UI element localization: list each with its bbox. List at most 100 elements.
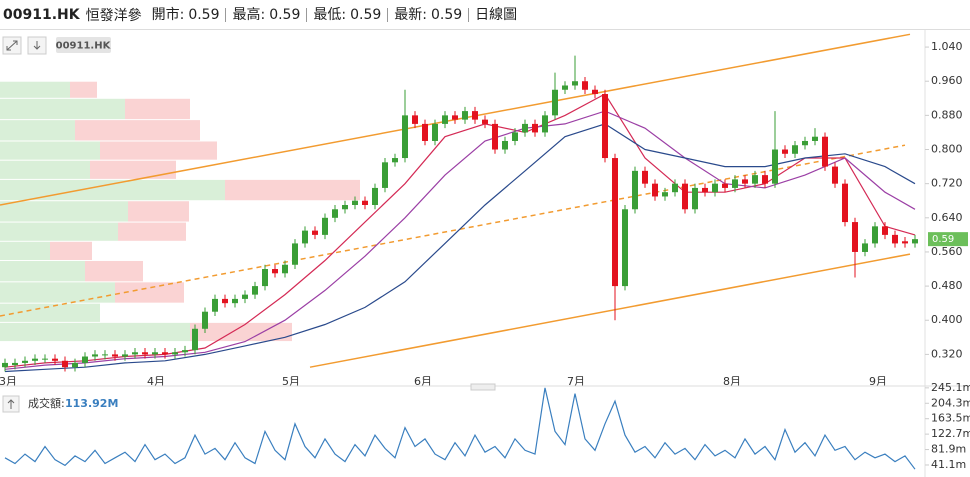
candle-body bbox=[502, 140, 508, 150]
profile-down bbox=[90, 160, 176, 179]
candle-body bbox=[492, 123, 498, 150]
y-tick-label: 163.5m bbox=[931, 412, 970, 425]
candle-body bbox=[512, 132, 518, 141]
candle-body bbox=[812, 136, 818, 141]
profile-up bbox=[0, 160, 90, 179]
candle-body bbox=[192, 328, 198, 351]
candle-body bbox=[612, 158, 618, 287]
profile-down bbox=[118, 222, 186, 241]
candle-body bbox=[522, 123, 528, 133]
last-price-tag bbox=[928, 232, 968, 247]
field-value: 0.59 bbox=[269, 6, 301, 23]
candle-body bbox=[142, 352, 148, 355]
candle-body bbox=[662, 192, 668, 197]
candle-body bbox=[442, 115, 448, 124]
candle-body bbox=[262, 269, 268, 287]
candle-body bbox=[452, 115, 458, 120]
candle-body bbox=[592, 89, 598, 95]
candle-body bbox=[182, 350, 188, 353]
profile-up bbox=[0, 120, 75, 141]
candle-body bbox=[532, 123, 538, 133]
profile-down bbox=[125, 98, 190, 120]
candle-body bbox=[152, 352, 158, 355]
candle-body bbox=[892, 234, 898, 244]
moving-average bbox=[4, 110, 916, 370]
chart-kind: 日線圖 bbox=[468, 6, 523, 23]
profile-up bbox=[0, 222, 118, 241]
candle-body bbox=[672, 183, 678, 193]
profile-up bbox=[0, 141, 100, 160]
candle-body bbox=[822, 136, 828, 167]
header: 00911.HK 恒發洋參 開市: 0.59 最高: 0.59 最低: 0.59 最新: 0.… bbox=[0, 0, 970, 30]
chart-kind-text: 日線圖 bbox=[475, 6, 518, 23]
candle-body bbox=[872, 226, 878, 244]
candle-body bbox=[692, 187, 698, 210]
candle-body bbox=[382, 162, 388, 188]
candle-body bbox=[642, 170, 648, 184]
candle-body bbox=[742, 179, 748, 184]
volume-line bbox=[4, 387, 916, 470]
candle-body bbox=[172, 352, 178, 355]
resize-handle[interactable] bbox=[470, 383, 496, 391]
profile-down bbox=[128, 201, 189, 222]
field-label: 最高: bbox=[232, 6, 266, 23]
candle-body bbox=[802, 140, 808, 146]
collapse-icon bbox=[7, 399, 15, 409]
candle-body bbox=[312, 230, 318, 235]
candle-body bbox=[272, 269, 278, 274]
candle-body bbox=[722, 183, 728, 188]
candle-body bbox=[32, 358, 38, 361]
symbol-badge-text: 00911.HK bbox=[56, 41, 112, 52]
profile-down bbox=[70, 81, 97, 98]
candle-body bbox=[2, 362, 8, 368]
field-value: 0.59 bbox=[430, 6, 463, 23]
y-tick-label: 81.9m bbox=[931, 443, 966, 456]
y-tick-label: 0.400 bbox=[931, 313, 963, 326]
profile-down bbox=[115, 282, 184, 303]
candle-body bbox=[882, 226, 888, 235]
x-tick-label: 7月 bbox=[567, 375, 585, 388]
profile-down bbox=[85, 260, 143, 282]
profile-up bbox=[0, 260, 85, 282]
candle-body bbox=[232, 298, 238, 304]
candle-body bbox=[652, 183, 658, 197]
y-tick-label: 0.720 bbox=[931, 177, 963, 190]
field-label: 開市: bbox=[151, 6, 185, 23]
candle-body bbox=[112, 354, 118, 357]
trend-line bbox=[0, 144, 906, 317]
profile-down bbox=[225, 179, 360, 201]
candle-body bbox=[852, 222, 858, 252]
profile-down bbox=[190, 322, 292, 342]
download-icon bbox=[33, 41, 41, 50]
field: 最高: 0.59 bbox=[225, 6, 306, 23]
candle-body bbox=[622, 209, 628, 287]
candle-body bbox=[52, 358, 58, 361]
x-tick-label: 5月 bbox=[282, 375, 300, 388]
candle-body bbox=[412, 115, 418, 124]
candle-body bbox=[912, 239, 918, 244]
candle-body bbox=[772, 149, 778, 184]
profile-down bbox=[100, 141, 217, 160]
candle-body bbox=[12, 362, 18, 366]
candle-body bbox=[752, 175, 758, 184]
last-price-label: 0.59 bbox=[932, 234, 954, 245]
y-tick-label: 41.1m bbox=[931, 458, 966, 471]
candle-body bbox=[342, 205, 348, 210]
candle-body bbox=[352, 200, 358, 205]
candle-body bbox=[222, 298, 228, 304]
candle-body bbox=[472, 111, 478, 120]
candle-body bbox=[202, 311, 208, 329]
candle-body bbox=[102, 354, 108, 356]
candle-body bbox=[552, 89, 558, 116]
profile-up bbox=[0, 81, 70, 98]
x-tick-label: 4月 bbox=[147, 375, 165, 388]
fields: 開市: 0.59 最高: 0.59 最低: 0.59 最新: 0.59 日線圖 bbox=[151, 6, 524, 23]
field-label: 最低: bbox=[313, 6, 347, 23]
candle-body bbox=[402, 115, 408, 159]
candle-body bbox=[292, 243, 298, 265]
candle-body bbox=[432, 123, 438, 141]
stock-name: 恒發洋參 bbox=[85, 7, 142, 24]
field: 最新: 0.59 bbox=[387, 6, 468, 23]
